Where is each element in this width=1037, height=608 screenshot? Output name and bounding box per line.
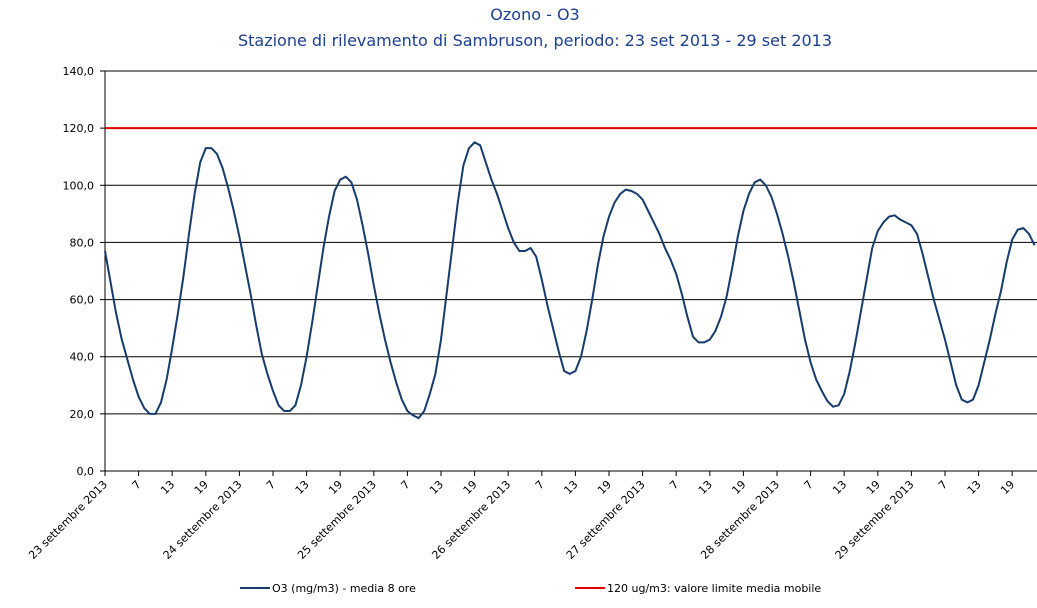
x-tick-label: 13 xyxy=(965,478,984,497)
x-tick-label: 13 xyxy=(696,478,715,497)
x-tick-label: 13 xyxy=(293,478,312,497)
x-tick-label: 19 xyxy=(192,478,211,497)
x-tick-label: 19 xyxy=(461,478,480,497)
x-tick-label: 19 xyxy=(595,478,614,497)
x-tick-label: 23 settembre 2013 xyxy=(26,478,110,562)
legend-label: O3 (mg/m3) - media 8 ore xyxy=(272,582,416,595)
y-tick-label: 20,0 xyxy=(70,408,95,421)
x-tick-label: 19 xyxy=(864,478,883,497)
x-tick-label: 13 xyxy=(158,478,177,497)
x-tick-label: 7 xyxy=(264,478,278,492)
y-tick-label: 100,0 xyxy=(63,179,95,192)
y-tick-label: 120,0 xyxy=(63,122,95,135)
data-line xyxy=(104,141,1036,420)
y-tick-label: 140,0 xyxy=(63,65,95,78)
x-tick-label: 13 xyxy=(830,478,849,497)
y-tick-label: 80,0 xyxy=(70,236,95,249)
x-tick-label: 19 xyxy=(729,478,748,497)
y-tick-label: 60,0 xyxy=(70,294,95,307)
x-tick-label: 19 xyxy=(998,478,1017,497)
x-tick-label: 13 xyxy=(427,478,446,497)
y-tick-label: 0,0 xyxy=(77,465,95,478)
x-tick-label: 19 xyxy=(326,478,345,497)
x-tick-label: 7 xyxy=(533,478,547,492)
x-tick-label: 7 xyxy=(667,478,681,492)
x-tick-label: 13 xyxy=(561,478,580,497)
x-tick-label: 7 xyxy=(398,478,412,492)
x-tick-label: 7 xyxy=(936,478,950,492)
x-tick-label: 7 xyxy=(130,478,144,492)
legend-label: 120 ug/m3: valore limite media mobile xyxy=(607,582,821,595)
x-tick-label: 7 xyxy=(802,478,816,492)
chart-subtitle: Stazione di rilevamento di Sambruson, pe… xyxy=(238,31,832,50)
y-tick-label: 40,0 xyxy=(70,351,95,364)
chart-title: Ozono - O3 xyxy=(490,5,579,24)
